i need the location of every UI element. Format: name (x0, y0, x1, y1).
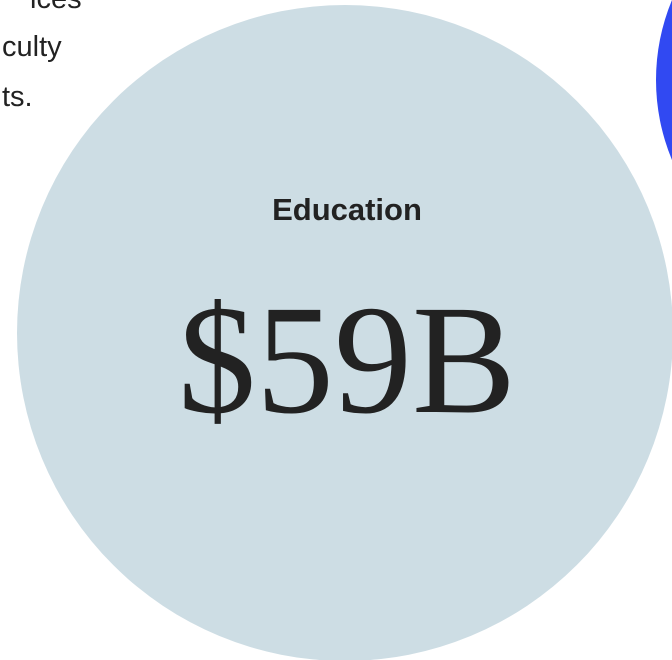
category-label: Education (272, 192, 422, 227)
side-text-line: ts. (2, 81, 33, 113)
category-amount: $59B (178, 273, 516, 446)
side-text-line: culty (2, 31, 62, 63)
side-text-line: ices (30, 0, 82, 15)
category-circle (17, 5, 672, 660)
accent-circle (656, 0, 672, 160)
